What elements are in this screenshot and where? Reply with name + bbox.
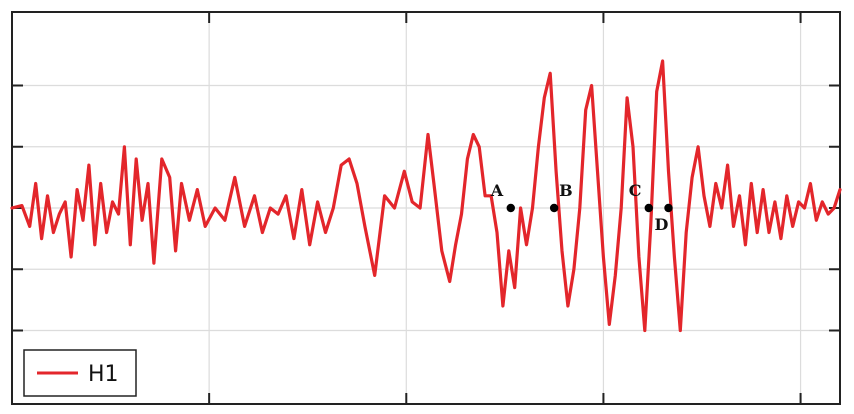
point-label-b: B xyxy=(559,181,573,200)
legend: H1 xyxy=(23,349,137,397)
legend-label-h1: H1 xyxy=(88,362,119,387)
series-line-h1 xyxy=(10,59,842,333)
point-marker-a xyxy=(506,203,515,213)
point-label-c: C xyxy=(629,181,642,200)
point-marker-c xyxy=(644,203,653,213)
grid xyxy=(12,12,840,404)
point-label-d: D xyxy=(654,215,668,234)
point-annotations: A B CD xyxy=(490,181,673,234)
point-label-a: A xyxy=(490,181,504,200)
point-marker-d xyxy=(664,203,673,213)
point-marker-b xyxy=(549,203,559,213)
